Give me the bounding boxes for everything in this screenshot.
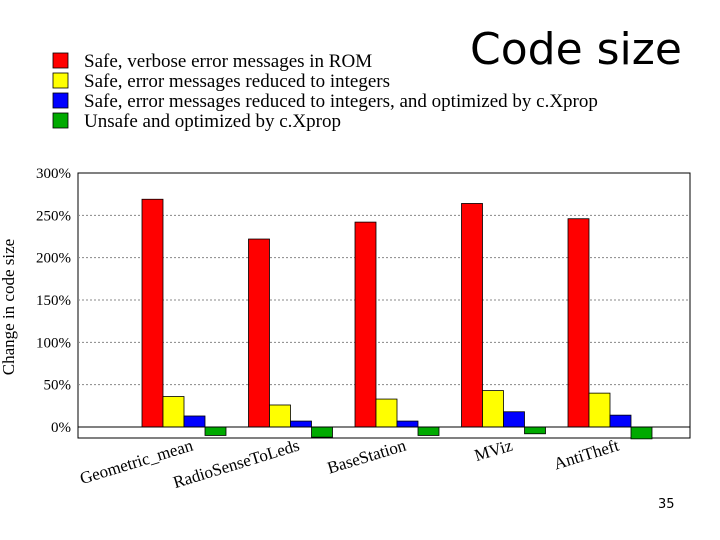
legend-label: Safe, error messages reduced to integers… [84,91,598,112]
bar [311,426,333,438]
y-tick-label: 0% [51,420,71,436]
bar [461,203,483,428]
legend-swatch [52,112,69,129]
grid-lines [78,214,690,386]
bar [162,396,185,428]
bar [290,420,312,428]
bar [204,426,227,436]
x-tick-label: AntiTheft [551,436,621,474]
bar [248,238,270,428]
y-tick-label: 200% [36,251,71,267]
page-number: 35 [658,497,675,512]
legend-swatch [52,92,69,109]
y-tick-label: 300% [36,166,71,182]
bars [141,198,653,440]
legend-label: Safe, error messages reduced to integers [84,71,390,92]
legend-label: Safe, verbose error messages in ROM [84,51,372,72]
bar [609,414,632,428]
bar [588,392,611,428]
bar [375,398,398,428]
y-tick-label: 100% [36,335,71,351]
chart-legend: Safe, verbose error messages in ROMSafe,… [52,51,598,132]
y-tick-label: 50% [44,378,72,394]
y-tick-label: 250% [36,208,71,224]
legend-label: Unsafe and optimized by c.Xprop [84,111,341,132]
x-tick-label: BaseStation [325,436,409,478]
y-axis-title: Change in code size [0,239,18,375]
bar [482,390,504,428]
y-axis-ticks: 0% 50% 100% 150% 200% 250% 300% [36,166,71,436]
bar [354,221,377,428]
bar [524,426,546,435]
bar [183,415,206,428]
bar [417,426,440,436]
legend-swatch [52,52,69,69]
legend-swatch [52,72,69,89]
x-tick-label: MViz [472,436,515,466]
bar [396,420,419,428]
slide-title: Code size [470,24,682,75]
bar [269,404,291,428]
plot-frame [77,172,691,439]
bar [630,426,653,440]
bar [141,198,164,428]
bar [567,218,590,428]
y-tick-label: 150% [36,293,71,309]
bar [503,411,525,428]
